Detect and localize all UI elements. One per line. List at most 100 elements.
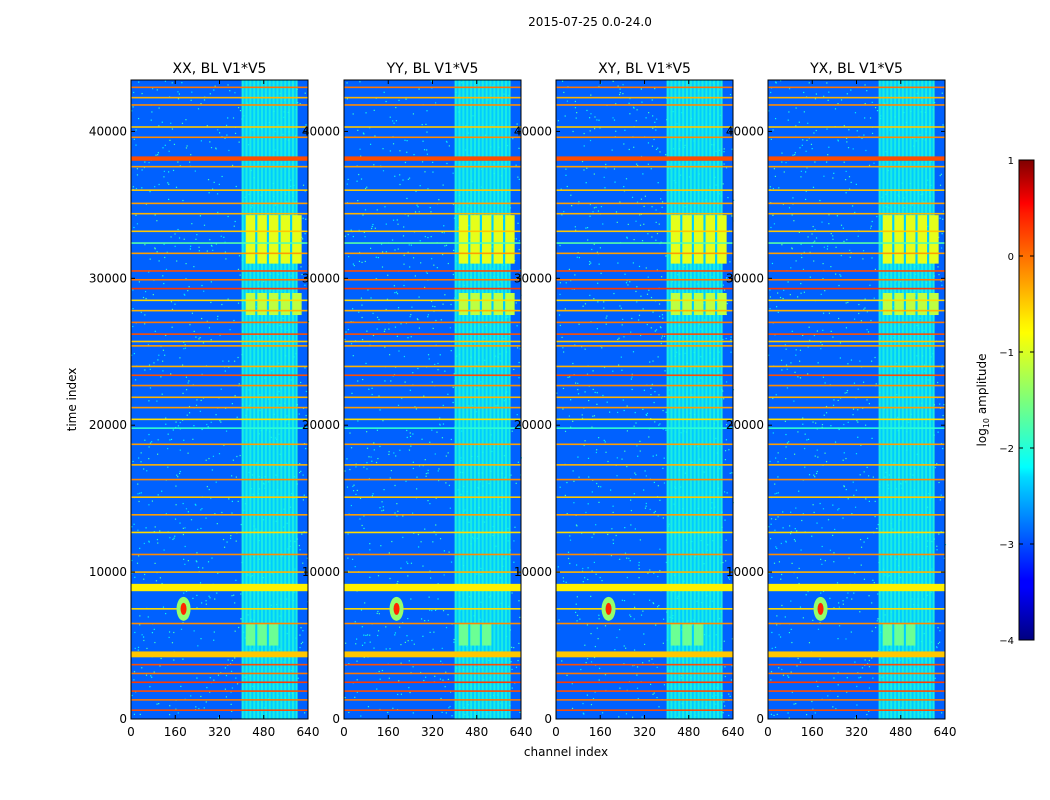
heatmap-speckle [304,284,306,286]
heatmap-speckle [206,485,208,488]
heatmap-speckle [634,411,636,414]
heatmap-speckle [832,235,834,237]
heatmap-speckle [851,598,853,600]
heatmap-speckle [573,480,575,482]
heatmap-speckle [389,150,391,152]
heatmap-speckle [229,537,232,539]
heatmap-speckle [584,577,586,579]
heatmap-speckle [837,695,839,698]
rfi-time-band [556,622,733,625]
heatmap-speckle [872,579,874,581]
heatmap-speckle [452,172,454,174]
heatmap-speckle [513,647,515,649]
heatmap-speckle [727,196,729,199]
heatmap-speckle [161,393,163,395]
heatmap-speckle [231,687,234,689]
heatmap-speckle [364,602,366,604]
heatmap-speckle [132,308,134,310]
heatmap-speckle [655,454,658,456]
rfi-time-band [344,333,521,335]
heatmap-speckle [363,231,365,234]
heatmap-speckle [651,206,653,208]
heatmap-speckle [424,171,426,173]
rfi-block [505,215,515,264]
heatmap-speckle [379,678,381,680]
heatmap-speckle [651,99,653,101]
heatmap-speckle [137,529,139,531]
heatmap-speckle [803,291,805,293]
heatmap-speckle [168,183,170,185]
heatmap-speckle [802,268,805,271]
heatmap-speckle [791,691,793,693]
heatmap-speckle [425,475,427,477]
heatmap-speckle [839,342,842,344]
heatmap-speckle [345,642,347,644]
heatmap-speckle [371,460,373,462]
heatmap-speckle [437,369,439,371]
heatmap-speckle [776,492,778,494]
heatmap-speckle [433,264,435,266]
heatmap-speckle [183,439,185,441]
heatmap-speckle [227,84,229,86]
x-tick-label: 320 [633,725,656,739]
heatmap-speckle [131,694,133,697]
heatmap-speckle [302,630,304,632]
heatmap-speckle [138,81,140,83]
heatmap-speckle [141,634,143,636]
heatmap-speckle [832,177,834,179]
heatmap-speckle [359,81,361,83]
heatmap-speckle [430,211,432,213]
heatmap-speckle [141,92,143,95]
heatmap-speckle [652,602,655,605]
heatmap-speckle [170,301,173,303]
heatmap-speckle [651,236,653,238]
heatmap-speckle [621,369,623,371]
heatmap-speckle [137,649,139,651]
x-tick-label: 160 [377,725,400,739]
heatmap-speckle [868,475,870,477]
rfi-time-band [131,514,308,516]
heatmap-speckle [569,539,572,541]
heatmap-speckle [371,387,373,389]
heatmap-speckle [770,91,772,94]
heatmap-speckle [786,442,789,444]
heatmap-speckle [783,171,785,173]
heatmap-speckle [654,421,656,423]
x-tick-label: 160 [589,725,612,739]
heatmap-speckle [776,713,778,716]
heatmap-speckle [772,397,774,400]
heatmap-speckle [431,429,433,431]
heatmap-speckle [397,404,400,406]
heatmap-speckle [593,415,596,417]
heatmap-speckle [149,191,151,193]
heatmap-speckle [645,475,647,477]
heatmap-speckle [148,540,150,542]
heatmap-speckle [298,544,300,547]
heatmap-speckle [620,356,622,358]
heatmap-speckle [179,449,181,451]
heatmap-speckle [863,308,865,310]
heatmap-speckle [131,526,133,528]
rfi-time-band [131,165,308,168]
heatmap-speckle [139,615,141,617]
heatmap-speckle [150,675,152,677]
heatmap-speckle [597,210,600,212]
heatmap-speckle [564,494,566,497]
heatmap-speckle [237,356,239,359]
heatmap-speckle [414,275,416,277]
heatmap-speckle [633,425,635,427]
heatmap-speckle [625,282,628,284]
heatmap-speckle [133,671,136,673]
rfi-time-band [556,278,733,281]
heatmap-speckle [203,290,205,292]
heatmap-speckle [645,502,647,505]
heatmap-speckle [184,527,186,529]
y-tick-label: 20000 [89,418,127,432]
heatmap-speckle [299,102,301,105]
heatmap-speckle [785,541,787,543]
heatmap-speckle [794,152,796,154]
heatmap-speckle [138,500,140,503]
heatmap-speckle [876,527,878,530]
heatmap-speckle [629,113,631,115]
heatmap-speckle [389,648,391,650]
